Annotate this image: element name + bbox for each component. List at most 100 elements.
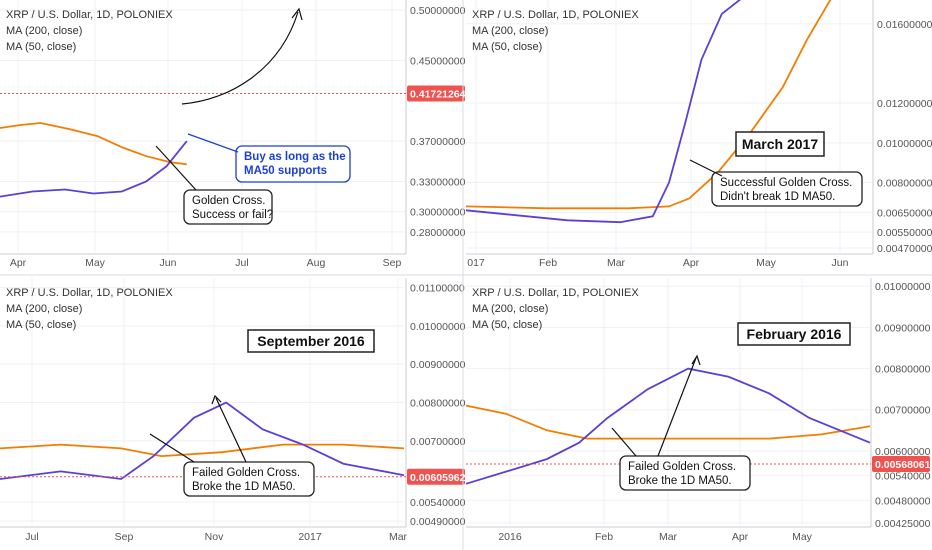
annotation-box [737,322,851,346]
annotation-pointers [149,7,723,463]
y-tick-label: 0.00550000 [877,227,932,239]
arrow-head [211,394,222,405]
x-tick-label: Feb [595,531,613,543]
price-tag [407,85,465,102]
annotation: Failed Golden Cross. Broke the 1D MA50. [619,455,751,491]
annotation-title: March 2017 [742,136,818,152]
annotation: September 2016 [247,329,375,353]
price-tag [407,468,465,485]
ma200-line [465,404,871,440]
y-tick-label: 0.00800000 [875,364,931,376]
x-tick-label: May [85,257,106,269]
x-tick-label: 2017 [298,531,322,543]
annotation-text: Successful Golden Cross. [720,177,852,189]
arrow-head [691,354,701,366]
panel-tl: 0.41721264 0.50000000 0.45000000 0.37000000… [0,0,466,269]
x-tick-label: Jun [160,257,177,269]
annotation-text: Broke the 1D MA50. [628,475,732,487]
price-tag-label: 0.41721264 [410,89,466,101]
annotation-text: Broke the 1D MA50. [192,481,296,493]
panel-bl: 0.00605962 0.01100000 0.01000000 0.00900000… [0,278,466,543]
annotation-callout [235,145,351,183]
legend-entry: MA (200, close) [472,303,548,315]
annotation: February 2016 [737,322,851,346]
panel-br: 0.00568061 0.01000000 0.00900000 0.00800000… [465,278,931,543]
annotation: Golden Cross. Success or fail? [183,189,273,225]
annotation-text: Failed Golden Cross. [192,467,300,479]
annotation-text: Success or fail? [192,209,273,221]
y-tick-label: 0.01000000 [877,138,932,150]
annotation-box [247,329,375,353]
x-tick-label: Apr [732,531,749,543]
legend-entry: MA (50, close) [6,319,76,331]
annotation-text: Golden Cross. [192,195,266,207]
x-tick-label: Jul [235,257,248,269]
annotation: March 2017 [735,131,825,157]
annotation-title: February 2016 [747,326,842,342]
pointer-line [611,427,637,457]
arrow-head [291,7,303,21]
y-tick-label: 0.00490000 [410,516,466,528]
x-tick-label: Apr [10,257,27,269]
legend-entry: XRP / U.S. Dollar, 1D, POLONIEX [472,9,639,21]
ma50-line [0,401,405,480]
annotation-callout [711,171,863,207]
y-tick-label: 0.45000000 [410,55,466,67]
y-tick-label: 0.00600000 [875,446,931,458]
ma50-line [465,0,742,224]
pointer-line [689,159,723,177]
y-tick-label: 0.00700000 [410,436,466,448]
y-tick-label: 0.00480000 [875,495,931,507]
annotation-text: Failed Golden Cross. [628,461,736,473]
panel-tr: 0.01600000 0.01200000 0.01000000 0.00800000… [465,0,932,269]
x-tick-label: May [792,531,813,543]
y-tick-label: 0.28000000 [410,227,466,239]
y-tick-label: 0.00900000 [875,322,931,334]
annotation-text: Buy as long as the [244,151,346,163]
x-tick-label: Jul [25,531,38,543]
price-tag-label: 0.00605962 [410,472,466,484]
x-tick-label: Nov [205,531,224,543]
annotation-title: September 2016 [257,333,365,349]
pointer-line [657,357,697,457]
legend-entry: MA (50, close) [472,319,542,331]
price-tag-label: 0.00568061 [875,459,931,471]
pointer-line [187,133,239,153]
x-tick-label: Apr [683,257,700,269]
ma200-line [0,122,187,166]
y-tick-label: 0.00540000 [410,497,466,509]
annotation-box [735,131,825,157]
legend-entry: XRP / U.S. Dollar, 1D, POLONIEX [472,287,639,299]
annotation-callout [183,189,273,225]
y-tick-label: 0.50000000 [410,5,466,17]
y-tick-label: 0.00800000 [877,178,932,190]
pointer-line [149,433,195,463]
annotation-callout [619,455,751,491]
y-tick-label: 0.00900000 [410,359,466,371]
annotation: Successful Golden Cross. Didn't break 1D … [711,171,863,207]
y-tick-label: 0.30000000 [410,207,466,219]
annotation-text: MA50 supports [244,165,327,177]
ma50-line [0,140,188,198]
annotation: Failed Golden Cross. Broke the 1D MA50. [183,461,315,497]
y-tick-label: 0.00425000 [875,518,931,530]
ma50-line [465,367,871,485]
ma200-line [0,443,405,458]
x-tick-label: Mar [607,257,626,269]
x-tick-label: 2016 [498,531,522,543]
projection-arrow [181,11,299,105]
y-tick-label: 0.01600000 [877,19,932,31]
y-tick-label: 0.01100000 [410,283,465,295]
y-tick-label: 0.00650000 [877,207,932,219]
legend-entry: MA (200, close) [6,303,82,315]
x-tick-label: Mar [389,531,408,543]
y-tick-label: 0.00540000 [875,471,931,483]
legend-entry: XRP / U.S. Dollar, 1D, POLONIEX [6,287,173,299]
price-tag [872,456,930,473]
y-tick-label: 0.37000000 [410,136,466,148]
y-tick-label: 0.00800000 [410,397,466,409]
legend-entry: MA (200, close) [6,25,82,37]
x-tick-label: Sep [115,531,134,543]
